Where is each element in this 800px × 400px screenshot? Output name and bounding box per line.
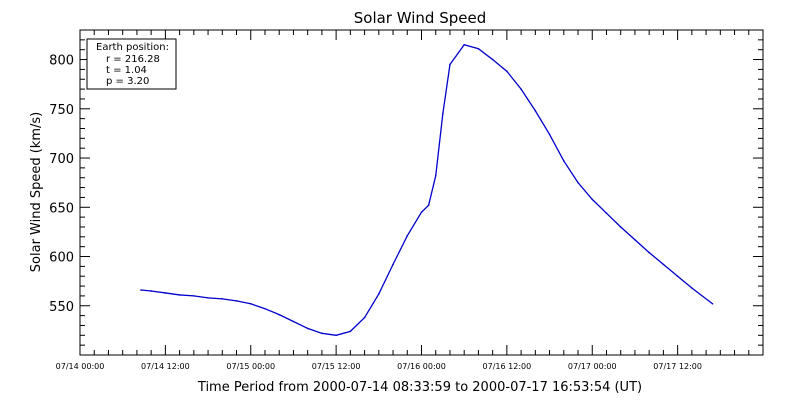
y-axis: 550 600 650 700 750 800 [49, 29, 763, 356]
x-tick-label: 07/15 12:00 [312, 362, 361, 371]
annotation-line-t: t = 1.04 [106, 65, 147, 76]
data-point [463, 43, 465, 46]
data-point [392, 263, 394, 266]
y-tick-label: 750 [49, 103, 74, 118]
data-point [506, 70, 508, 73]
data-point [335, 334, 337, 337]
data-point [420, 211, 423, 213]
data-point [321, 332, 323, 335]
y-tick-label: 700 [49, 152, 74, 167]
annotation-line-p: p = 3.20 [106, 76, 149, 87]
data-point [164, 292, 167, 294]
data-point [427, 204, 430, 207]
annotation-line-r: r = 216.28 [106, 54, 160, 65]
x-tick-label: 07/17 00:00 [568, 362, 617, 371]
data-point [178, 294, 181, 296]
y-tick-label: 800 [49, 54, 74, 69]
data-point [442, 112, 444, 115]
data-point [378, 293, 380, 295]
x-axis: 07/14 00:00 07/14 12:00 07/15 00:00 07/15 1… [56, 30, 764, 371]
data-point [605, 212, 608, 214]
data-point [562, 160, 565, 162]
x-tick-label: 07/15 00:00 [226, 362, 275, 371]
data-point [634, 238, 636, 241]
data-point [520, 88, 522, 90]
annotation-line-heading: Earth position: [96, 42, 169, 53]
x-tick-label: 07/16 12:00 [483, 362, 532, 371]
data-point [249, 302, 252, 305]
data-point [691, 287, 693, 289]
data-point [363, 316, 366, 319]
earth-position-box: Earth position: r = 216.28 t = 1.04 p = … [86, 38, 177, 90]
data-point [648, 251, 650, 254]
data-point [534, 109, 537, 112]
chart-title: Solar Wind Speed [354, 9, 486, 27]
data-point [619, 226, 622, 228]
data-point [221, 298, 224, 300]
y-tick-label: 600 [49, 251, 74, 266]
data-point [193, 295, 195, 297]
annotation-box [86, 38, 177, 90]
x-tick-label: 07/14 00:00 [56, 362, 105, 371]
data-point [292, 320, 295, 323]
data-point [662, 263, 665, 266]
data-point [349, 330, 352, 333]
y-axis-label: Solar Wind Speed (km/s) [29, 112, 44, 272]
data-point [491, 58, 494, 61]
x-tick-label: 07/17 12:00 [653, 362, 702, 371]
data-point [278, 313, 281, 316]
data-point [150, 290, 152, 292]
data-point [449, 63, 451, 66]
y-tick-label: 550 [49, 300, 74, 315]
data-point [434, 174, 437, 177]
data-point [264, 307, 266, 310]
data-point [577, 181, 579, 184]
series-points [140, 43, 714, 337]
data-point [676, 275, 679, 278]
data-point [207, 297, 209, 299]
data-point [591, 198, 594, 201]
data-point [306, 327, 309, 330]
data-point [711, 302, 714, 305]
data-point [406, 235, 409, 237]
series-line-solar-wind-speed [140, 44, 713, 336]
plot-frame [79, 29, 764, 356]
data-point [140, 289, 142, 291]
data-point [548, 133, 551, 136]
x-tick-label: 07/14 12:00 [141, 362, 190, 371]
data-point [477, 47, 480, 50]
data-point [235, 300, 238, 302]
y-tick-label: 650 [49, 201, 74, 216]
x-axis-label: Time Period from 2000-07-14 08:33:59 to … [197, 380, 642, 395]
x-tick-label: 07/16 00:00 [397, 362, 446, 371]
